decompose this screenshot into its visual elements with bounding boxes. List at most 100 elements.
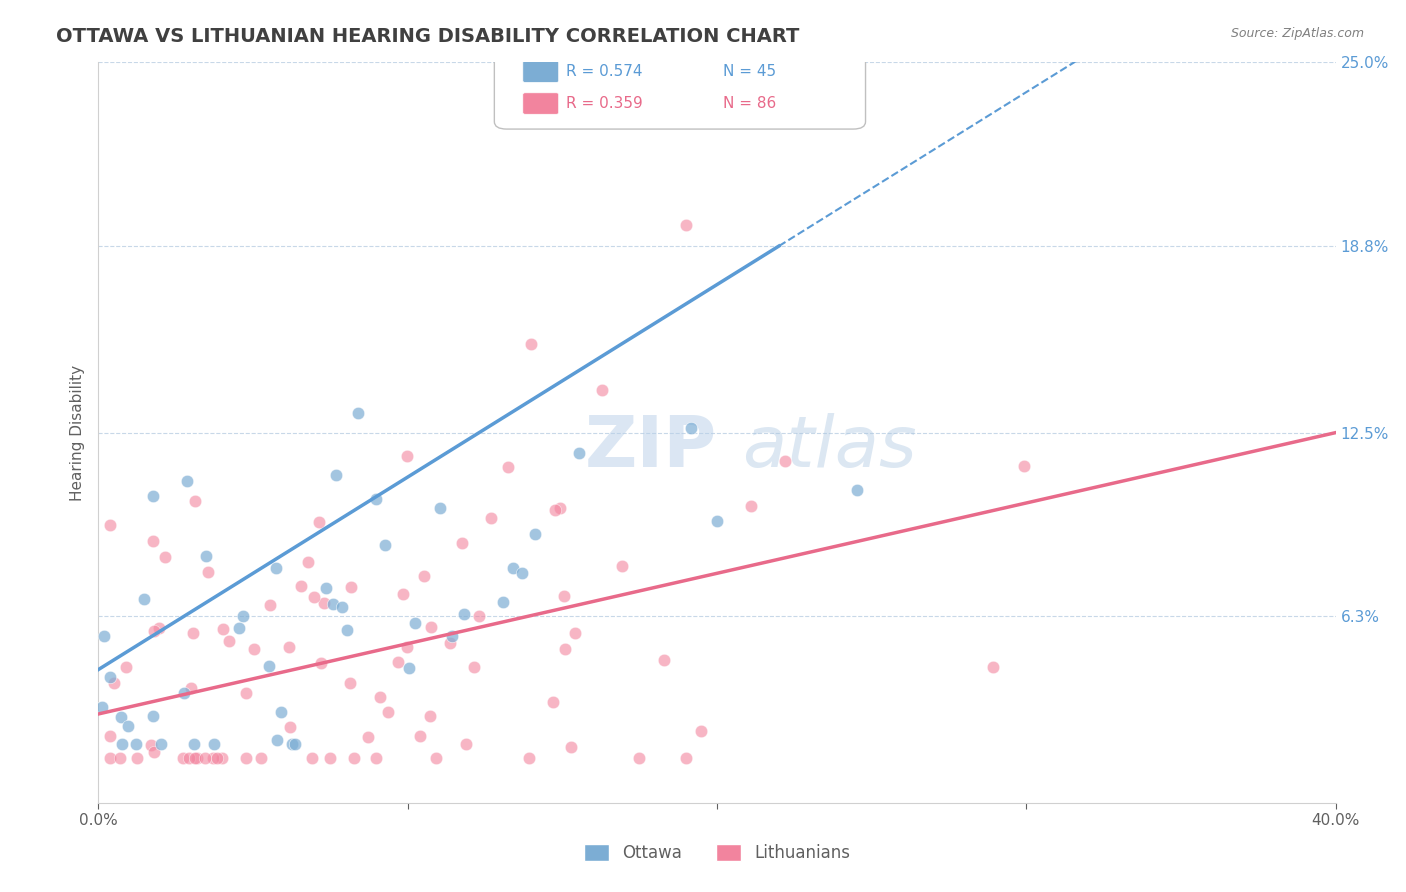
Point xyxy=(143,745,166,759)
Point xyxy=(398,661,420,675)
Point xyxy=(125,751,148,765)
Point xyxy=(429,501,451,516)
Point xyxy=(176,474,198,488)
Point xyxy=(517,751,540,765)
Point xyxy=(242,642,264,657)
Point xyxy=(395,450,418,464)
Point xyxy=(799,100,821,114)
Point xyxy=(1012,458,1035,473)
Point xyxy=(228,621,250,635)
Point xyxy=(364,492,387,507)
Y-axis label: Hearing Disability: Hearing Disability xyxy=(69,365,84,500)
Point xyxy=(284,737,307,751)
Point xyxy=(679,421,702,435)
Point xyxy=(456,737,478,751)
Point xyxy=(308,515,330,529)
Point xyxy=(173,686,195,700)
Point xyxy=(281,737,304,751)
Point xyxy=(419,709,441,723)
Point xyxy=(257,658,280,673)
Point xyxy=(492,595,515,609)
Point xyxy=(336,623,359,637)
Point xyxy=(543,695,565,709)
Point xyxy=(627,751,650,765)
Point xyxy=(186,751,208,765)
Point xyxy=(270,705,292,719)
Point xyxy=(153,549,176,564)
Point xyxy=(560,739,582,754)
Point xyxy=(364,751,387,765)
Point xyxy=(610,558,633,573)
Point xyxy=(197,565,219,579)
Point xyxy=(468,609,491,624)
Point xyxy=(143,624,166,639)
Point xyxy=(502,561,524,575)
Legend: Ottawa, Lithuanians: Ottawa, Lithuanians xyxy=(578,837,856,869)
Text: Source: ZipAtlas.com: Source: ZipAtlas.com xyxy=(1230,27,1364,40)
FancyBboxPatch shape xyxy=(523,93,558,114)
Point xyxy=(439,636,461,650)
Point xyxy=(981,660,1004,674)
Point xyxy=(232,608,254,623)
Point xyxy=(93,629,115,643)
Point xyxy=(451,536,474,550)
Point xyxy=(357,731,380,745)
Point xyxy=(110,709,132,723)
Point xyxy=(139,738,162,752)
Point xyxy=(302,590,325,604)
Point xyxy=(404,616,426,631)
Text: N = 45: N = 45 xyxy=(723,64,776,78)
Point xyxy=(103,676,125,690)
Point xyxy=(453,607,475,621)
Point xyxy=(463,659,485,673)
Point xyxy=(377,705,399,719)
Point xyxy=(98,518,121,533)
Text: N = 86: N = 86 xyxy=(723,95,776,111)
Point xyxy=(184,751,207,765)
Point xyxy=(117,719,139,733)
Point xyxy=(202,737,225,751)
Point xyxy=(212,622,235,636)
Point xyxy=(370,690,392,705)
Point xyxy=(235,686,257,700)
Point xyxy=(98,670,121,684)
Point xyxy=(342,751,364,765)
Point xyxy=(205,751,228,765)
Point xyxy=(125,737,148,751)
Point xyxy=(322,597,344,611)
Point xyxy=(412,568,434,582)
Point xyxy=(301,751,323,765)
Text: R = 0.574: R = 0.574 xyxy=(567,64,643,78)
Point xyxy=(554,642,576,657)
Point xyxy=(111,737,134,751)
Point xyxy=(180,681,202,695)
Point xyxy=(420,620,443,634)
Point xyxy=(675,219,697,233)
Point xyxy=(544,502,567,516)
Point xyxy=(520,336,543,351)
Point xyxy=(259,598,281,612)
Point xyxy=(250,751,273,765)
Point xyxy=(846,483,869,497)
Point xyxy=(218,634,240,648)
Point xyxy=(98,751,121,765)
Point xyxy=(374,538,396,552)
Point xyxy=(278,720,301,734)
Point xyxy=(142,489,165,503)
Point xyxy=(553,589,575,603)
Point xyxy=(142,533,165,548)
Point xyxy=(325,468,347,483)
Point xyxy=(235,751,257,765)
Point xyxy=(392,586,415,600)
Point xyxy=(319,751,342,765)
Point xyxy=(568,446,591,460)
Point xyxy=(142,709,165,723)
Point xyxy=(194,549,217,564)
Point xyxy=(98,730,121,744)
Point xyxy=(498,460,520,475)
Point xyxy=(314,596,336,610)
Point xyxy=(425,751,447,765)
Point xyxy=(675,751,697,765)
Point xyxy=(134,591,156,606)
Point xyxy=(652,653,675,667)
